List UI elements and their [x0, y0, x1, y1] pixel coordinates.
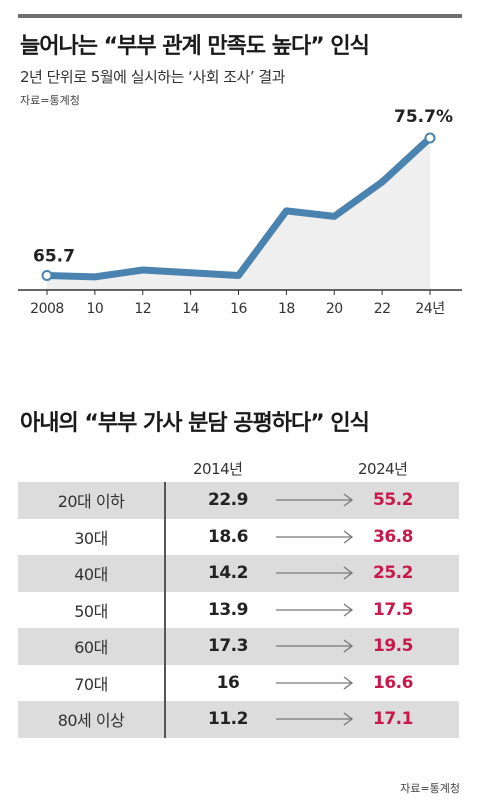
table-row: 20대 이하 22.9 55.2: [18, 482, 459, 519]
age-group-label: 20대 이하: [57, 492, 125, 512]
arrow-right-icon: [276, 529, 354, 544]
column-divider: [164, 518, 166, 555]
comparison-table: 20대 이하 22.9 55.2 30대 18.6 36.8 40대 14.2 25.2 50대 1…: [18, 482, 459, 738]
data-label: 75.7%: [394, 107, 453, 127]
table-row: 40대 14.2 25.2: [18, 555, 459, 592]
age-group-label: 50대: [74, 601, 108, 621]
table-row: 50대 13.9 17.5: [18, 591, 459, 628]
age-group-label: 60대: [74, 638, 108, 658]
column-divider: [164, 701, 166, 738]
column-divider: [164, 664, 166, 701]
x-tick-label: 10: [86, 301, 103, 317]
data-point: [424, 132, 436, 144]
x-tick-label: 16: [230, 301, 247, 317]
value-2014: 13.9: [208, 599, 248, 620]
x-tick-label: 22: [374, 301, 391, 317]
column-header-2014: 2014년: [193, 460, 243, 478]
top-rule: [18, 14, 462, 18]
chart-title: 늘어나는 “부부 관계 만족도 높다” 인식: [20, 34, 370, 59]
column-divider: [164, 591, 166, 628]
table-title: 아내의 “부부 가사 분담 공평하다” 인식: [20, 411, 370, 436]
x-tick-label: 18: [278, 301, 295, 317]
data-point: [41, 270, 53, 281]
x-tick-label: 24년: [415, 301, 444, 317]
age-group-label: 30대: [74, 528, 108, 548]
x-tick-label: 14: [182, 301, 199, 317]
arrow-right-icon: [276, 675, 354, 690]
value-2024: 19.5: [373, 636, 413, 657]
value-2024: 25.2: [373, 563, 413, 584]
value-2014: 11.2: [208, 709, 248, 730]
area-fill: [47, 138, 430, 290]
value-2024: 36.8: [373, 526, 413, 547]
x-tick-label: 2008: [30, 301, 64, 317]
arrow-right-icon: [276, 712, 354, 726]
line-chart: 2008 10 12 14 16 18 20 22 24년 65.7 75.7%: [18, 107, 462, 317]
series-line: [43, 134, 434, 281]
value-2014: 16: [216, 672, 240, 693]
column-header-2024: 2024년: [358, 460, 408, 478]
table-source: 자료=통계청: [400, 782, 460, 795]
arrow-right-icon: [276, 602, 354, 617]
age-group-label: 70대: [74, 674, 108, 694]
chart-source: 자료=통계청: [20, 94, 80, 107]
arrow-right-icon: [276, 639, 354, 653]
value-2014: 22.9: [208, 490, 248, 511]
column-divider: [164, 628, 166, 665]
value-2024: 16.6: [373, 672, 413, 693]
arrow-right-icon: [276, 566, 354, 580]
value-2014: 14.2: [208, 563, 248, 584]
value-2024: 55.2: [373, 490, 413, 511]
column-divider: [164, 482, 166, 519]
table-row: 30대 18.6 36.8: [18, 518, 459, 555]
table-row: 70대 16 16.6: [18, 664, 459, 701]
table-row: 80세 이상 11.2 17.1: [18, 701, 459, 738]
value-2024: 17.5: [373, 599, 413, 620]
chart-subtitle: 2년 단위로 5월에 실시하는 ‘사회 조사’ 결과: [20, 68, 286, 86]
column-divider: [164, 555, 166, 592]
value-2014: 17.3: [208, 636, 248, 657]
x-tick-label: 20: [326, 301, 343, 317]
age-group-label: 80세 이상: [57, 711, 125, 731]
table-row: 60대 17.3 19.5: [18, 628, 459, 665]
value-2014: 18.6: [208, 526, 248, 547]
age-group-label: 40대: [74, 565, 108, 585]
arrow-right-icon: [276, 493, 354, 507]
value-2024: 17.1: [373, 709, 413, 730]
data-label: 65.7: [33, 247, 75, 267]
x-tick-label: 12: [134, 301, 151, 317]
